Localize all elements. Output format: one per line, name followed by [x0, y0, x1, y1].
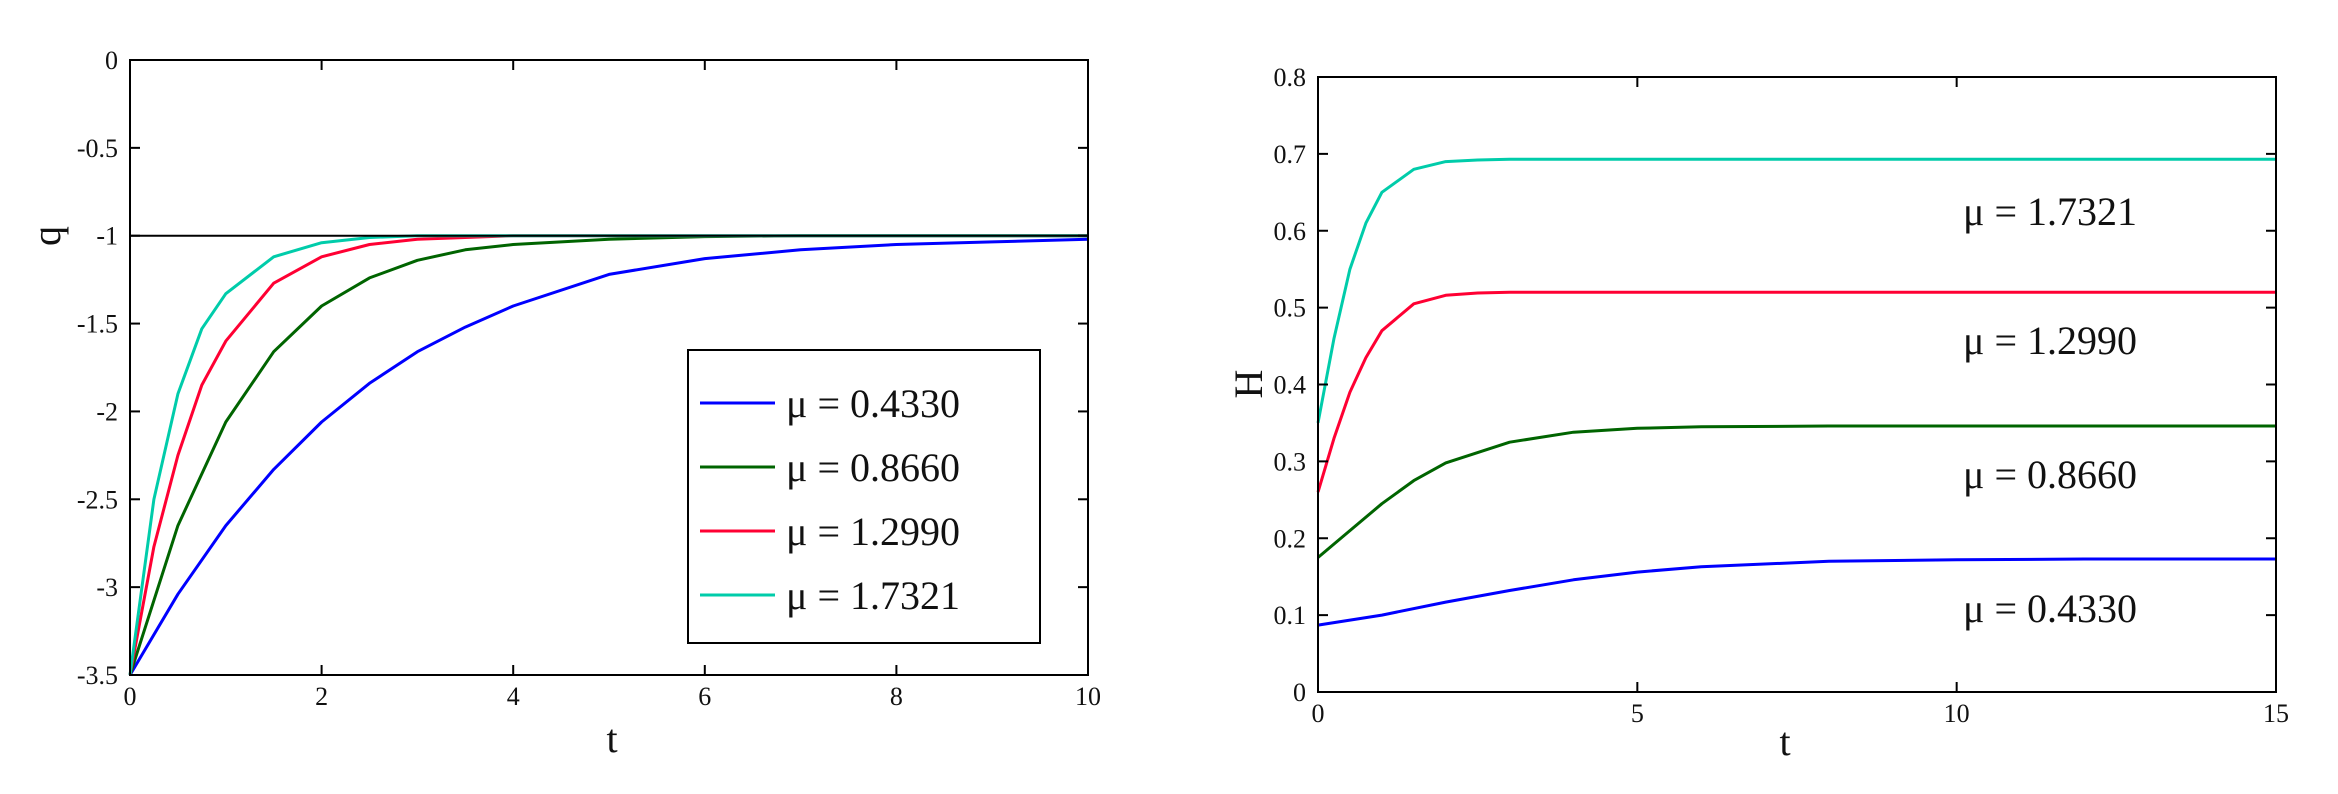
h-x-tick-label: 5 — [1631, 699, 1644, 728]
h-y-tick-label: 0.6 — [1274, 217, 1307, 246]
q-plot-frame — [129, 59, 1089, 676]
h-y-tick-label: 0.7 — [1274, 140, 1307, 169]
q-series-line-1 — [128, 237, 1089, 676]
h-x-tick-label: 15 — [2263, 699, 2289, 728]
h-x-tick-label: 10 — [1944, 699, 1970, 728]
h-annotation-1: μ = 1.7321 — [1963, 189, 2137, 234]
h-y-tick-label: 0 — [1293, 678, 1306, 707]
q-y-tick-label: -0.5 — [77, 134, 118, 163]
q-x-tick-label: 0 — [124, 682, 137, 711]
q-x-tick-label: 8 — [890, 682, 903, 711]
q-legend-entry-1: μ = 0.4330 — [786, 381, 960, 426]
h-y-tick-label: 0.2 — [1274, 524, 1307, 553]
q-y-tick-label: -3.5 — [77, 661, 118, 690]
q-y-axis-label: q — [24, 226, 69, 246]
q-ticks-group: 0 2 4 6 8 10 0 -0.5 -1 -1.5 -2 -2.5 -3 -3.5 — [77, 46, 1101, 711]
h-y-tick-label: 0.5 — [1274, 294, 1307, 323]
h-y-tick-label: 0.4 — [1274, 371, 1307, 400]
h-annotation-2: μ = 1.2990 — [1963, 318, 2137, 363]
q-y-tick-label: -2 — [96, 397, 118, 426]
h-x-axis-label: t — [1779, 719, 1790, 764]
q-vs-t-plot: 0 2 4 6 8 10 0 -0.5 -1 -1.5 -2 -2.5 -3 -3.5 t q μ = 0… — [24, 46, 1101, 761]
h-y-axis-label: H — [1226, 370, 1271, 399]
h-series-line-4 — [1316, 157, 2276, 424]
h-annotation-3: μ = 0.8660 — [1963, 452, 2137, 497]
q-x-tick-label: 10 — [1075, 682, 1101, 711]
q-legend: μ = 0.4330 μ = 0.8660 μ = 1.2990 μ = 1.7… — [687, 349, 1041, 644]
h-y-tick-label: 0.1 — [1274, 601, 1307, 630]
h-y-tick-label: 0.8 — [1274, 63, 1307, 92]
h-annotation-4: μ = 0.4330 — [1963, 586, 2137, 631]
h-vs-t-plot: 0 5 10 15 0 0.1 0.2 0.3 0.4 0.5 0.6 0.7 0.8 t H μ = … — [1226, 63, 2289, 764]
h-series-line-3 — [1316, 290, 2276, 493]
q-x-tick-label: 4 — [507, 682, 520, 711]
q-x-tick-label: 6 — [698, 682, 711, 711]
q-y-tick-label: -1.5 — [77, 310, 118, 339]
h-ticks-group: 0 5 10 15 0 0.1 0.2 0.3 0.4 0.5 0.6 0.7 0.8 — [1274, 63, 2290, 728]
h-y-tick-label: 0.3 — [1274, 447, 1307, 476]
h-series-group — [1316, 157, 2276, 627]
q-legend-entry-2: μ = 0.8660 — [786, 445, 960, 490]
q-y-tick-label: -3 — [96, 573, 118, 602]
h-series-line-1 — [1317, 557, 2276, 627]
q-x-axis-label: t — [606, 716, 617, 761]
q-y-tick-label: -1 — [96, 222, 118, 251]
q-x-tick-label: 2 — [315, 682, 328, 711]
q-legend-entry-4: μ = 1.7321 — [786, 573, 960, 618]
q-y-tick-label: 0 — [105, 46, 118, 75]
q-y-tick-label: -2.5 — [77, 485, 118, 514]
q-legend-entry-3: μ = 1.2990 — [786, 509, 960, 554]
h-series-line-2 — [1317, 424, 2276, 559]
h-x-tick-label: 0 — [1312, 699, 1325, 728]
